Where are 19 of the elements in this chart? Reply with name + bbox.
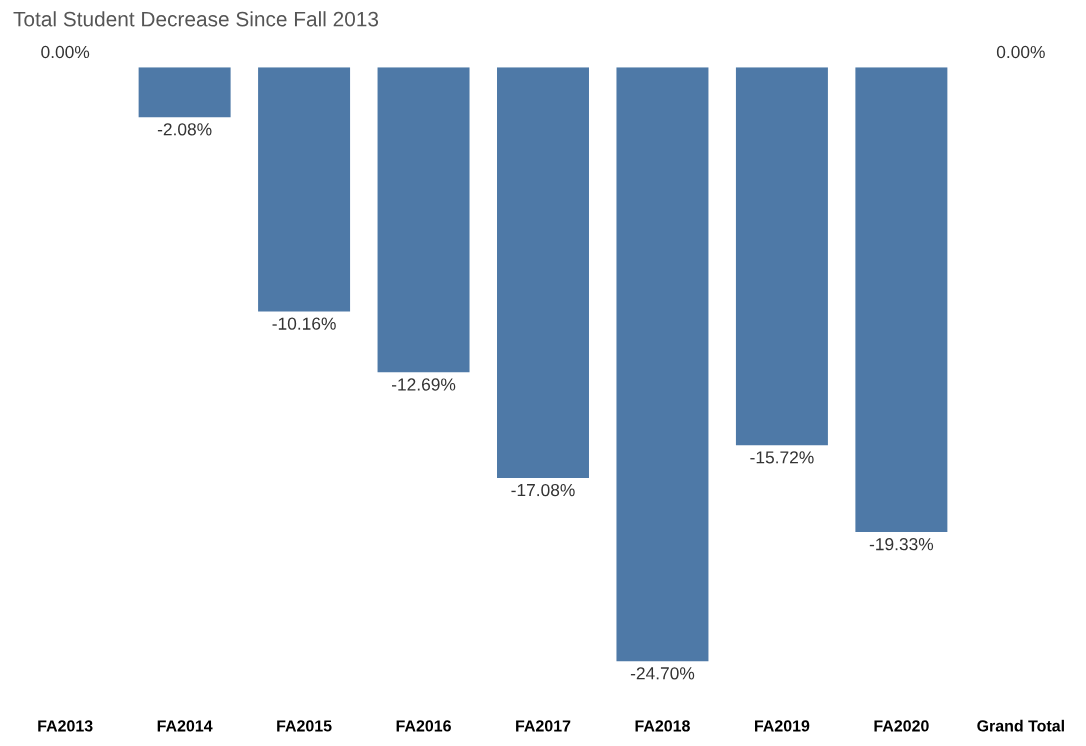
x-tick-label: FA2015 bbox=[277, 720, 332, 732]
chart-title: Total Student Decrease Since Fall 2013 bbox=[13, 11, 379, 27]
x-tick-label: FA2020 bbox=[874, 720, 929, 732]
x-tick-label: Grand Total bbox=[977, 719, 1064, 732]
data-label: -2.08% bbox=[157, 123, 212, 136]
x-tick-label: FA2018 bbox=[635, 720, 690, 732]
data-label: -24.70% bbox=[630, 667, 695, 680]
data-label: -19.33% bbox=[869, 538, 934, 551]
x-tick-label: FA2014 bbox=[157, 720, 213, 732]
data-label: 0.00% bbox=[41, 45, 90, 59]
data-label: -15.72% bbox=[750, 451, 814, 464]
x-tick-label: FA2016 bbox=[396, 720, 451, 732]
data-label: -17.08% bbox=[511, 483, 575, 497]
data-label: 0.00% bbox=[996, 45, 1045, 59]
data-label: -12.69% bbox=[391, 378, 456, 391]
data-label: -10.16% bbox=[272, 317, 336, 330]
x-tick-label: FA2019 bbox=[755, 720, 810, 732]
x-tick-label: FA2017 bbox=[516, 720, 571, 732]
x-tick-label: FA2013 bbox=[38, 720, 93, 732]
